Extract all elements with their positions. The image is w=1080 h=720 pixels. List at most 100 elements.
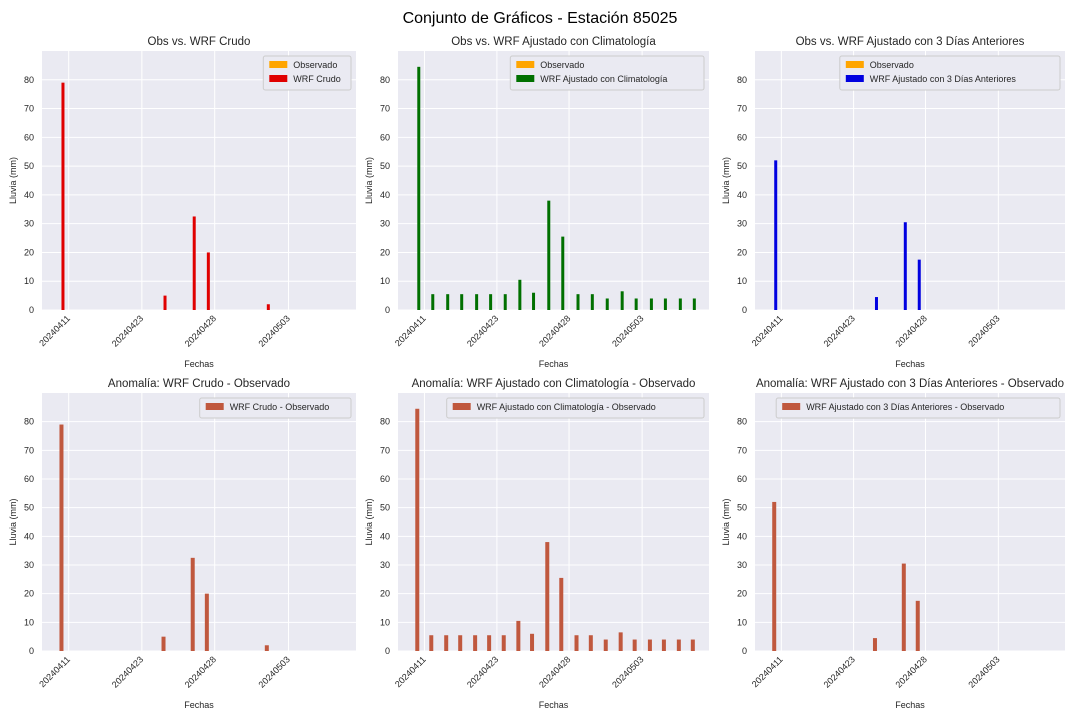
bar [417,66,421,310]
x-tick-label: 20240428 [894,313,929,348]
chart-panel-1: 0 10 20 30 40 50 60 70 80 20240411 20240423 2024042… [8,36,356,369]
y-tick-label: 70 [24,104,34,114]
y-tick-label: 0 [385,305,390,315]
chart-panel-2: 0 10 20 30 40 50 60 70 80 20240411 20240423 2024042… [364,36,709,369]
legend-label: WRF Ajustado con 3 Días Anteriores - Obs… [806,402,1004,412]
x-axis-label: Fechas [184,359,214,369]
x-tick-label: 20240428 [183,654,218,689]
y-tick-label: 60 [737,132,747,142]
y-tick-label: 20 [24,247,34,257]
y-tick-label: 20 [737,589,747,599]
bar [618,632,623,651]
x-tick-label: 20240428 [537,654,572,689]
y-tick-label: 10 [24,276,34,286]
y-tick-label: 0 [385,646,390,656]
legend-swatch [845,61,864,68]
y-tick-label: 60 [380,474,390,484]
x-axis-label: Fechas [895,359,925,369]
y-tick-label: 50 [24,503,34,513]
plot-area [398,393,709,651]
bar [692,298,696,310]
x-axis-label: Fechas [895,700,925,710]
y-tick-label: 50 [380,503,390,513]
y-tick-label: 70 [737,445,747,455]
plot-area [398,51,709,310]
bar [163,295,167,310]
bar [690,639,695,651]
y-tick-label: 70 [380,104,390,114]
bar [561,236,565,310]
bar [475,294,479,310]
legend-box [839,55,1061,91]
x-tick-label: 20240428 [894,654,929,689]
legend-label: WRF Ajustado con Climatología [540,74,667,84]
y-tick-label: 20 [380,589,390,599]
bar [590,294,594,310]
y-tick-label: 0 [29,646,34,656]
bar [559,577,564,651]
bar [190,557,195,651]
y-tick-label: 10 [380,617,390,627]
chart-panel-3: 0 10 20 30 40 50 60 70 80 20240411 20240423 2024042… [721,36,1065,369]
y-axis-label: Lluvia (mm) [364,157,374,204]
y-tick-label: 80 [380,75,390,85]
y-tick-label: 30 [24,560,34,570]
plot-area [42,393,356,651]
bar [446,294,450,310]
legend: WRF Ajustado con Climatología - Observad… [446,397,705,419]
bar [678,298,682,310]
x-tick-label: 20240411 [393,313,428,348]
bar [772,501,777,651]
bar [516,620,521,651]
y-tick-label: 80 [737,75,747,85]
chart-title: Obs vs. WRF Ajustado con 3 Días Anterior… [796,36,1025,48]
y-tick-label: 50 [737,161,747,171]
bar [204,593,209,651]
legend-label: Observado [540,60,584,70]
chart-title: Anomalía: WRF Crudo - Observado [108,378,290,390]
y-axis-label: Lluvia (mm) [721,157,731,204]
legend-label: WRF Ajustado con Climatología - Observad… [477,402,656,412]
bar [429,635,434,651]
legend-swatch [782,403,801,410]
legend-swatch [269,61,288,68]
bar [487,635,492,651]
x-tick-label: 20240503 [966,654,1001,689]
y-tick-label: 20 [24,589,34,599]
x-tick-label: 20240428 [537,313,572,348]
chart-panel-6: 0 10 20 30 40 50 60 70 80 20240411 20240423 2024042… [721,378,1065,710]
x-tick-label: 20240503 [966,313,1001,348]
y-tick-label: 40 [380,531,390,541]
legend-label: Observado [293,60,337,70]
bar [444,635,449,651]
x-tick-label: 20240423 [822,313,857,348]
bar [634,298,638,310]
y-tick-label: 80 [24,417,34,427]
bar [460,294,464,310]
x-tick-label: 20240411 [750,313,785,348]
bar [632,639,637,651]
y-tick-label: 10 [737,617,747,627]
y-tick-label: 40 [24,531,34,541]
legend-swatch [516,61,535,68]
x-axis-label: Fechas [539,700,569,710]
bar [915,600,920,651]
legend-swatch [269,75,288,82]
legend-swatch [516,75,535,82]
bar [59,424,64,651]
x-tick-label: 20240411 [37,654,72,689]
y-tick-label: 30 [24,219,34,229]
y-tick-label: 50 [737,503,747,513]
bar [605,298,609,310]
y-tick-label: 50 [380,161,390,171]
y-tick-label: 10 [380,276,390,286]
y-tick-label: 70 [737,104,747,114]
legend-label: WRF Crudo - Observado [230,402,330,412]
bar [574,635,579,651]
y-tick-label: 60 [24,474,34,484]
x-tick-label: 20240411 [750,654,785,689]
bar [489,294,493,310]
y-tick-label: 10 [24,617,34,627]
bar [458,635,463,651]
bar [532,292,536,310]
